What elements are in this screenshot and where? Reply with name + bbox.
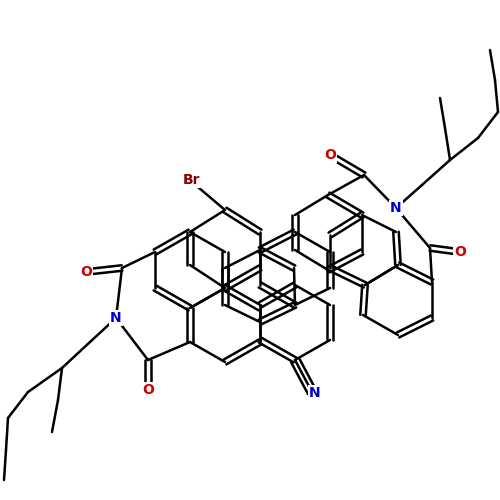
Text: Br: Br: [183, 173, 201, 187]
Text: O: O: [80, 265, 92, 279]
Text: N: N: [390, 201, 402, 215]
Text: N: N: [110, 311, 122, 325]
Text: O: O: [142, 383, 154, 397]
Text: O: O: [324, 148, 336, 162]
Text: O: O: [454, 245, 466, 259]
Text: N: N: [309, 386, 321, 400]
